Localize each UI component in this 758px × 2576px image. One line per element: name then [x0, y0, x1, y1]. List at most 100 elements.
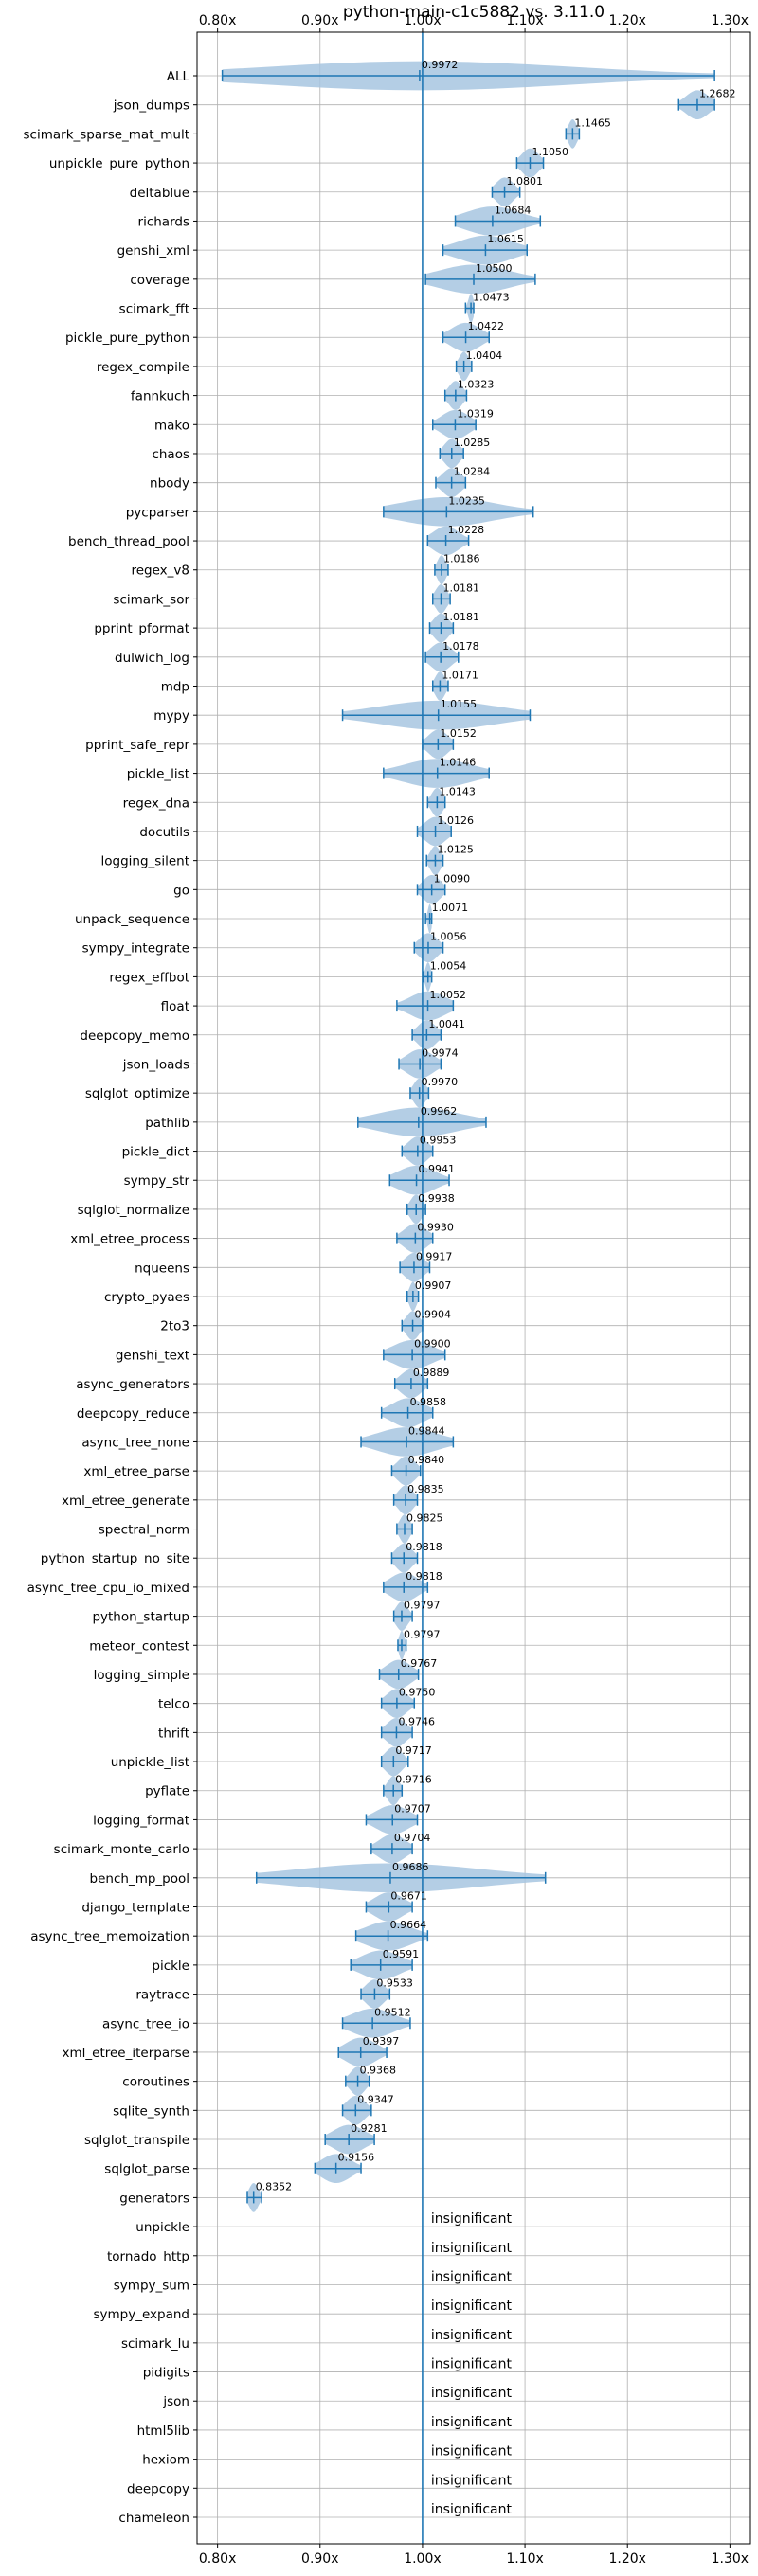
benchmark-label: crypto_pyaes: [104, 1290, 190, 1305]
benchmark-label: xml_etree_parse: [83, 1464, 190, 1479]
value-label: 1.0186: [443, 553, 480, 565]
benchmark-label: sqlite_synth: [113, 2103, 190, 2119]
value-label: 0.9941: [419, 1163, 456, 1175]
benchmark-label: spectral_norm: [99, 1523, 190, 1538]
benchmark-label: genshi_text: [116, 1348, 190, 1363]
value-label: 0.9368: [360, 2065, 397, 2077]
x-tick-label-top: 0.90x: [301, 13, 338, 28]
value-label: 1.0178: [442, 640, 479, 653]
benchmark-label: mdp: [161, 680, 190, 695]
benchmark-label: python_startup_no_site: [41, 1551, 190, 1566]
insignificant-label: insignificant: [431, 2269, 513, 2284]
benchmark-label: telco: [158, 1697, 190, 1712]
value-label: 0.9797: [404, 1628, 441, 1640]
value-label: 1.0041: [428, 1018, 465, 1030]
benchmark-label: sympy_str: [124, 1173, 190, 1189]
benchmark-label: go: [173, 883, 190, 898]
value-label: 0.9750: [399, 1687, 436, 1699]
benchmark-label: scimark_sparse_mat_mult: [24, 127, 190, 142]
value-label: 1.0319: [457, 407, 494, 420]
value-label: 1.0500: [476, 262, 513, 275]
value-label: 0.9281: [351, 2122, 388, 2135]
value-label: 1.0801: [507, 175, 544, 188]
benchmark-label: xml_etree_process: [70, 1232, 190, 1247]
benchmark-label: pycparser: [126, 505, 190, 520]
value-label: 0.9904: [415, 1309, 452, 1321]
benchmark-label: xml_etree_generate: [62, 1494, 190, 1509]
value-label: 1.0228: [448, 524, 485, 536]
value-label: 0.9818: [406, 1541, 442, 1553]
insignificant-label: insignificant: [431, 2241, 513, 2256]
value-label: 1.0054: [430, 959, 467, 972]
value-label: 0.9767: [401, 1657, 438, 1670]
violin-layer: [221, 32, 715, 2544]
benchmark-label: logging_simple: [94, 1668, 190, 1683]
benchmark-label: logging_silent: [101, 854, 190, 869]
benchmark-label: pickle_dict: [122, 1145, 190, 1160]
x-tick-label-bottom: 0.80x: [199, 2551, 236, 2567]
benchmark-label: json_dumps: [113, 98, 190, 114]
value-label: 0.9972: [422, 59, 459, 71]
benchmark-label: pyflate: [145, 1784, 190, 1799]
insignificant-label: insignificant: [431, 2328, 513, 2343]
benchmark-label: pidigits: [143, 2366, 190, 2381]
benchmark-label: chaos: [152, 447, 190, 462]
benchmark-label: coroutines: [122, 2075, 190, 2090]
x-tick-label-bottom: 1.10x: [506, 2551, 543, 2567]
benchmark-label: sqlglot_parse: [104, 2162, 190, 2177]
benchmark-label: hexiom: [142, 2453, 190, 2468]
benchmark-label: regex_v8: [131, 564, 190, 579]
insignificant-label: insignificant: [431, 2211, 513, 2227]
value-label: 1.0146: [440, 757, 477, 769]
benchmark-label: chameleon: [118, 2511, 190, 2526]
benchmark-label: pickle_pure_python: [65, 331, 190, 346]
benchmark-label: regex_compile: [97, 360, 190, 375]
value-label: 0.9907: [415, 1279, 452, 1292]
x-tick-label-bottom: 1.20x: [608, 2551, 645, 2567]
value-label: 1.0126: [438, 814, 475, 827]
benchmark-label: unpack_sequence: [75, 912, 190, 927]
benchmark-label: richards: [138, 214, 190, 229]
benchmark-label: sqlglot_normalize: [78, 1203, 190, 1218]
benchmark-label: docutils: [139, 825, 190, 840]
x-tick-label-top: 1.20x: [608, 13, 645, 28]
benchmark-label: pickle: [152, 1959, 190, 1974]
benchmark-label: html5lib: [137, 2424, 190, 2439]
benchmark-label: scimark_fft: [119, 302, 190, 317]
value-label: 0.9974: [422, 1046, 459, 1059]
benchmark-label: coverage: [130, 273, 190, 288]
value-label: 0.8352: [256, 2180, 293, 2192]
benchmark-label: dulwich_log: [115, 651, 190, 666]
value-label: 0.9671: [390, 1890, 427, 1903]
benchmark-label: meteor_contest: [89, 1638, 190, 1654]
value-label: 0.9717: [395, 1744, 432, 1757]
benchmark-label: pprint_pformat: [94, 621, 190, 636]
value-label: 0.9858: [410, 1396, 447, 1408]
benchmark-label: pathlib: [145, 1116, 190, 1131]
value-label: 0.9840: [408, 1454, 445, 1466]
benchmark-label: async_tree_io: [102, 2016, 190, 2031]
value-label: 0.9664: [390, 1919, 427, 1931]
value-label: 0.9962: [421, 1105, 458, 1118]
value-label: 1.0155: [441, 698, 478, 710]
value-label: 1.1050: [532, 146, 568, 158]
insignificant-label: insignificant: [431, 2357, 513, 2372]
x-tick-label-bottom: 1.00x: [404, 2551, 441, 2567]
benchmark-label: tornado_http: [107, 2249, 190, 2264]
benchmark-label: deepcopy_memo: [80, 1029, 190, 1044]
value-label: 1.0284: [454, 466, 491, 478]
benchmark-label: json_loads: [122, 1057, 190, 1072]
benchmark-label: fannkuch: [131, 389, 190, 404]
label-layer: 0.80x 0.80x 0.90x 0.90x 1.00x 1.00x 1.10x 1.10x…: [24, 13, 749, 2567]
benchmark-label: scimark_lu: [121, 2336, 190, 2352]
value-label: 1.1465: [574, 116, 611, 129]
value-label: 1.0684: [495, 204, 532, 216]
value-label: 1.0056: [430, 931, 467, 943]
value-label: 0.9746: [398, 1715, 435, 1727]
value-label: 1.0171: [442, 670, 478, 682]
value-label: 0.9347: [357, 2093, 394, 2105]
benchmark-label: deepcopy_reduce: [77, 1406, 190, 1422]
benchmark-label: genshi_xml: [117, 243, 190, 259]
value-label: 0.9533: [376, 1977, 413, 1990]
x-tick-label-bottom: 1.30x: [712, 2551, 749, 2567]
